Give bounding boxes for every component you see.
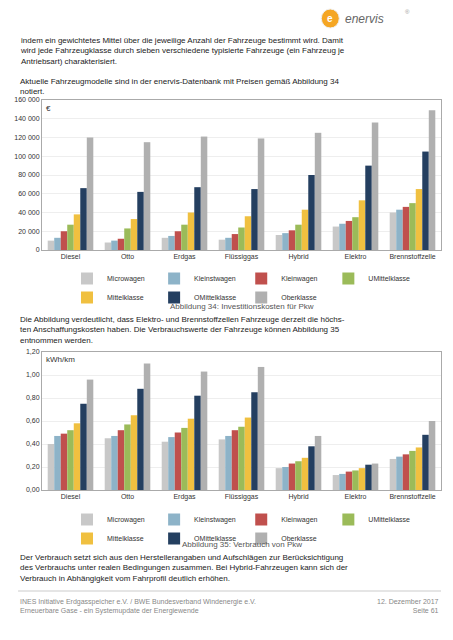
svg-text:120 000: 120 000 [14,134,39,141]
svg-text:Diesel: Diesel [61,493,81,500]
svg-text:INES Initiative Erdgasspeicher: INES Initiative Erdgasspeicher e.V. / BW… [20,598,256,615]
svg-text:Otto: Otto [121,253,134,260]
svg-text:0,00: 0,00 [26,486,40,493]
svg-text:Elektro: Elektro [345,493,367,500]
svg-text:12. Dezember 2017Seite 61: 12. Dezember 2017Seite 61 [377,598,439,614]
svg-text:UMittelklasse: UMittelklasse [368,275,410,282]
svg-text:0,20: 0,20 [26,463,40,470]
svg-text:Oberklasse: Oberklasse [281,535,317,542]
svg-text:Oberklasse: Oberklasse [281,294,317,301]
svg-text:Kleinwagen: Kleinwagen [281,516,317,524]
svg-text:OMittelklasse: OMittelklasse [194,535,236,542]
svg-text:Brennstoffzelle: Brennstoffzelle [389,253,435,260]
svg-text:kWh/km: kWh/km [46,355,75,364]
svg-text:OMittelklasse: OMittelklasse [194,294,236,301]
svg-text:Microwagen: Microwagen [107,516,145,524]
svg-text:40 000: 40 000 [18,209,40,216]
svg-text:Otto: Otto [121,493,134,500]
svg-text:Erdgas: Erdgas [173,493,196,501]
svg-text:Aktuelle Fahrzeugmodelle sind: Aktuelle Fahrzeugmodelle sind in der ene… [20,77,339,96]
svg-text:1,20: 1,20 [26,348,40,355]
svg-text:160 000: 160 000 [14,96,39,103]
svg-text:Microwagen: Microwagen [107,275,145,283]
svg-text:UMittelklasse: UMittelklasse [368,516,410,523]
svg-text:e: e [327,13,333,24]
svg-text:Erdgas: Erdgas [173,253,196,261]
svg-text:100 000: 100 000 [14,153,39,160]
svg-text:Mittelklasse: Mittelklasse [107,294,144,301]
svg-text:Elektro: Elektro [345,253,367,260]
svg-text:Abbildung 35: Verbrauch von Pk: Abbildung 35: Verbrauch von Pkw [182,540,302,549]
svg-text:80 000: 80 000 [18,171,40,178]
svg-text:Hybrid: Hybrid [288,493,308,501]
svg-text:20 000: 20 000 [18,228,40,235]
svg-text:Kleinstwagen: Kleinstwagen [194,275,236,283]
svg-text:Flüssiggas: Flüssiggas [225,493,259,501]
svg-text:Hybrid: Hybrid [288,253,308,261]
svg-text:Diesel: Diesel [61,253,81,260]
svg-text:indem ein gewichtetes Mittel ü: indem ein gewichtetes Mittel über die je… [20,36,345,66]
svg-text:€: € [46,104,51,113]
svg-text:60 000: 60 000 [18,190,40,197]
svg-text:Abbildung 34: Investitionskost: Abbildung 34: Investitionskosten für Pkw [170,302,314,311]
svg-text:140 000: 140 000 [14,115,39,122]
svg-text:0,80: 0,80 [26,394,40,401]
svg-text:1,00: 1,00 [26,371,40,378]
svg-text:enervis: enervis [345,12,384,26]
svg-text:Brennstoffzelle: Brennstoffzelle [389,493,435,500]
svg-text:Kleinwagen: Kleinwagen [281,275,317,283]
svg-text:0,40: 0,40 [26,440,40,447]
svg-text:Kleinstwagen: Kleinstwagen [194,516,236,524]
svg-text:Die Abbildung verdeutlicht, da: Die Abbildung verdeutlicht, dass Elektro… [20,315,345,345]
svg-text:0,60: 0,60 [26,417,40,424]
svg-text:Der Verbrauch setzt sich aus d: Der Verbrauch setzt sich aus den Herstel… [20,553,348,583]
svg-text:Mittelklasse: Mittelklasse [107,535,144,542]
svg-text:Flüssiggas: Flüssiggas [225,253,259,261]
svg-text:®: ® [405,9,410,15]
svg-text:0: 0 [36,246,40,253]
